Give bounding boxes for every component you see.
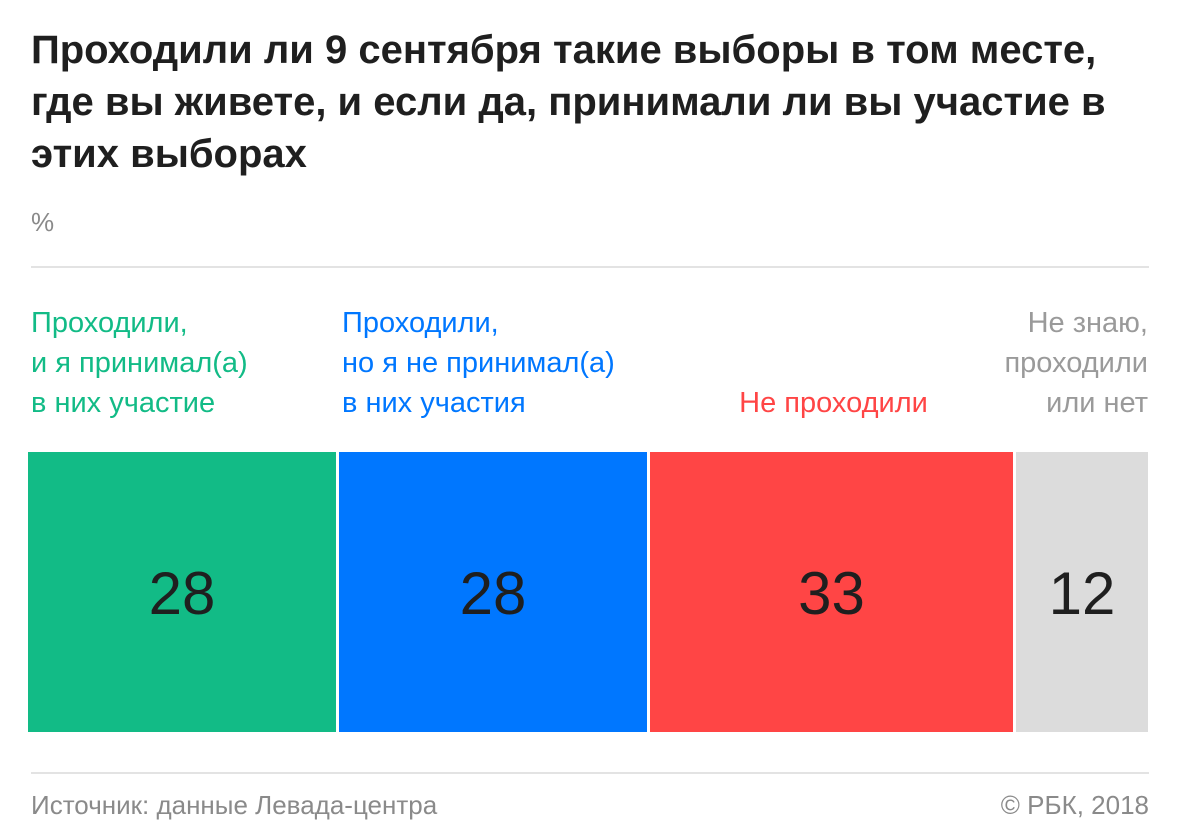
data-label-3: 33	[798, 560, 865, 627]
bottom-divider	[31, 772, 1149, 774]
data-label-1: 28	[149, 560, 216, 627]
category-label-4: Не знаю, проходили или нет	[1004, 307, 1148, 419]
category-label-2: Проходили, но я не принимал(а) в них участ…	[342, 307, 615, 419]
bar-segment-4	[1016, 452, 1148, 732]
data-label-4: 12	[1049, 560, 1116, 627]
chart-title: Проходили ли 9 сентября такие выборы в т…	[31, 28, 1106, 176]
category-label-3: Не проходили	[739, 387, 928, 419]
top-divider	[31, 266, 1149, 268]
category-label-1: Проходили, и я принимал(а) в них участие	[31, 307, 248, 419]
bar-segment-3	[650, 452, 1013, 732]
bar-segment-2	[339, 452, 647, 732]
copyright-note: © РБК, 2018	[1000, 790, 1149, 820]
data-label-2: 28	[460, 560, 527, 627]
bar-segment-1	[28, 452, 336, 732]
unit-label: %	[31, 207, 55, 237]
source-note: Источник: данные Левада-центра	[31, 790, 438, 820]
